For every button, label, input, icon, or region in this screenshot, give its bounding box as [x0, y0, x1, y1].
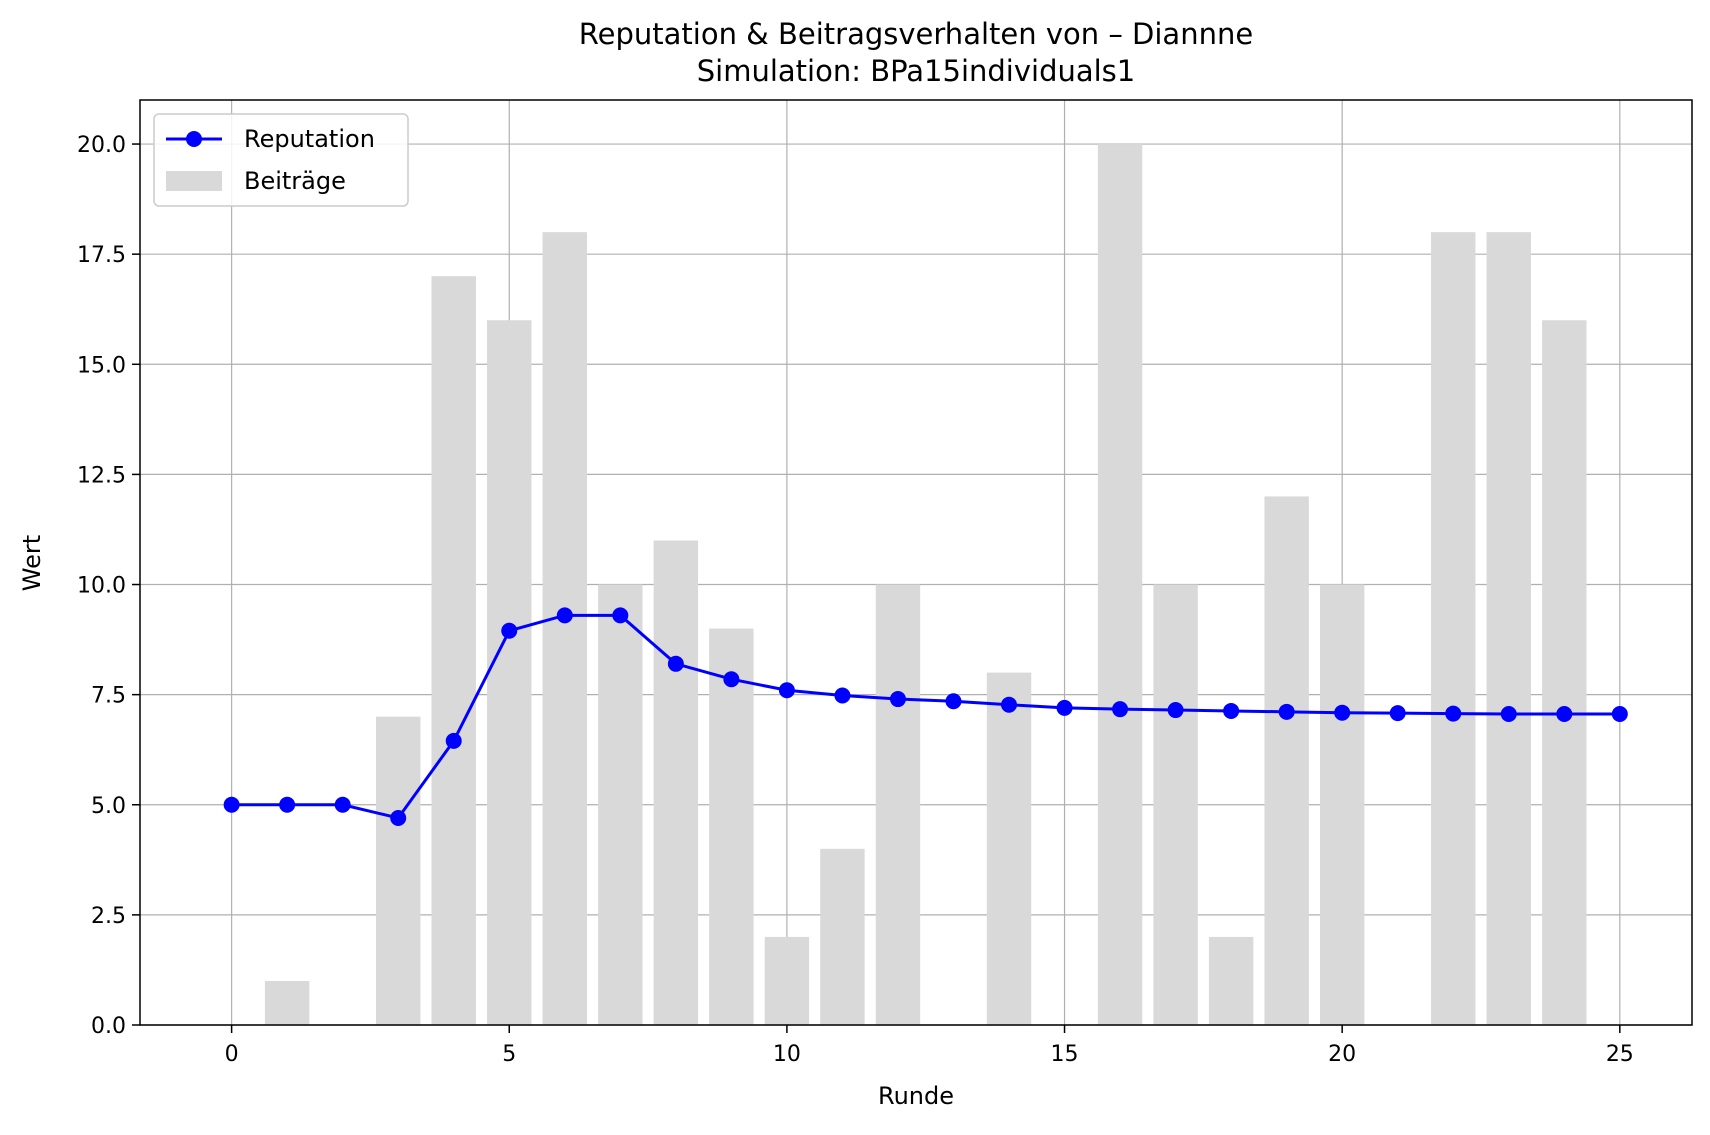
y-tick-label: 17.5 [77, 243, 126, 268]
x-tick-label: 25 [1606, 1042, 1634, 1067]
reputation-point-2 [334, 796, 351, 813]
bar-runde-20 [1319, 584, 1365, 1025]
reputation-point-24 [1556, 706, 1573, 723]
bar-runde-6 [542, 232, 587, 1026]
y-tick-label: 15.0 [77, 353, 126, 378]
chart-subtitle: Simulation: BPa15individuals1 [697, 54, 1136, 88]
reputation-point-9 [723, 671, 740, 688]
bar-runde-3 [375, 716, 421, 1025]
reputation-point-5 [501, 622, 518, 639]
reputation-point-15 [1056, 699, 1073, 716]
x-tick-label: 20 [1328, 1042, 1356, 1067]
reputation-point-25 [1611, 706, 1628, 723]
reputation-point-22 [1445, 705, 1462, 722]
y-tick-label: 7.5 [91, 684, 126, 709]
bar-runde-19 [1264, 496, 1309, 1025]
bar-runde-8 [653, 540, 699, 1025]
bar-runde-14 [986, 672, 1032, 1025]
reputation-point-11 [834, 687, 851, 704]
plot-frame [139, 99, 1693, 1026]
bar-runde-23 [1486, 232, 1531, 1026]
bar-runde-24 [1542, 320, 1587, 1025]
x-axis: 0 5 10 15 20 25 [225, 1025, 1634, 1067]
chart-title: Reputation & Beitragsverhalten von – Dia… [579, 17, 1253, 51]
bar-runde-1 [264, 980, 310, 1025]
reputation-point-6 [556, 607, 573, 624]
y-tick-label: 12.5 [77, 463, 126, 488]
legend-bar-swatch [166, 171, 222, 191]
bar-runde-17 [1153, 584, 1198, 1025]
reputation-point-1 [279, 796, 296, 813]
reputation-point-23 [1500, 706, 1517, 723]
bar-runde-11 [820, 848, 865, 1025]
y-tick-label: 0.0 [91, 1014, 126, 1039]
reputation-point-0 [223, 796, 240, 813]
x-tick-label: 10 [773, 1042, 801, 1067]
x-tick-label: 15 [1051, 1042, 1079, 1067]
line-series-reputation [223, 607, 1628, 826]
reputation-point-21 [1389, 705, 1406, 722]
y-axis: 0.0 2.5 5.0 7.5 10.0 12.5 15.0 17.5 20.0 [77, 133, 140, 1039]
reputation-point-16 [1112, 701, 1129, 718]
bar-runde-22 [1431, 232, 1476, 1026]
y-axis-label: Wert [18, 535, 46, 591]
reputation-point-3 [390, 809, 407, 826]
reputation-point-7 [612, 607, 629, 624]
reputation-point-8 [667, 655, 684, 672]
legend: Reputation Beiträge [153, 113, 409, 207]
bar-runde-10 [764, 936, 810, 1025]
y-tick-label: 10.0 [77, 574, 126, 599]
legend-label-beitraege: Beiträge [244, 167, 346, 195]
y-tick-label: 20.0 [77, 133, 126, 158]
bar-runde-18 [1208, 936, 1254, 1025]
bar-runde-4 [431, 276, 476, 1025]
bar-runde-9 [709, 628, 754, 1025]
x-tick-label: 5 [502, 1042, 516, 1067]
reputation-point-13 [945, 693, 962, 710]
y-tick-label: 2.5 [91, 904, 126, 929]
legend-label-reputation: Reputation [244, 125, 375, 153]
reputation-point-17 [1167, 702, 1184, 719]
reputation-line [231, 613, 1620, 820]
reputation-point-10 [778, 682, 795, 699]
x-tick-label: 0 [225, 1042, 239, 1067]
reputation-point-4 [445, 732, 462, 749]
legend-marker-swatch [186, 131, 202, 147]
bar-runde-12 [875, 584, 921, 1025]
y-tick-label: 5.0 [91, 794, 126, 819]
bar-runde-5 [487, 320, 532, 1025]
bar-runde-7 [598, 584, 643, 1025]
reputation-point-14 [1001, 696, 1018, 713]
bar-runde-16 [1097, 144, 1143, 1026]
x-axis-label: Runde [878, 1082, 954, 1110]
reputation-point-20 [1334, 704, 1351, 721]
reputation-point-12 [889, 691, 906, 708]
reputation-point-18 [1223, 702, 1240, 719]
bar-series-beitraege [264, 144, 1587, 1026]
reputation-point-19 [1278, 703, 1295, 720]
